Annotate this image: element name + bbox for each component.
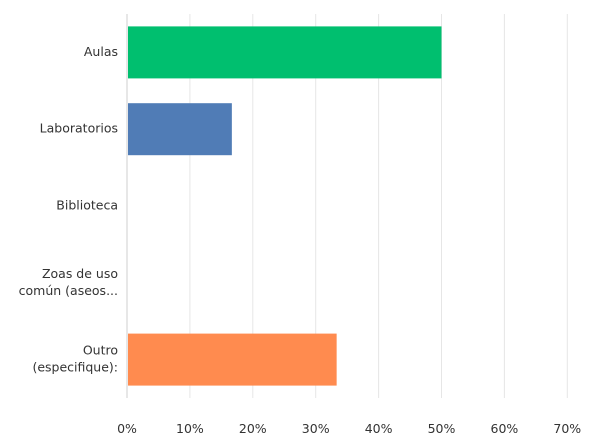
x-tick-label: 50% xyxy=(428,421,456,436)
x-tick-label: 0% xyxy=(117,421,137,436)
bar xyxy=(128,333,337,386)
category-label: (especifique): xyxy=(32,360,118,375)
category-label: Outro xyxy=(83,343,118,358)
x-tick-label: 10% xyxy=(176,421,204,436)
bar xyxy=(128,103,232,156)
x-tick-label: 70% xyxy=(553,421,581,436)
category-label: común (aseos... xyxy=(19,283,118,298)
x-tick-label: 20% xyxy=(239,421,267,436)
bars xyxy=(128,26,442,386)
x-tick-labels: 0% 10% 20% 30% 40% 50% 60% 70% xyxy=(117,421,581,436)
x-tick-label: 40% xyxy=(365,421,393,436)
x-tick-label: 60% xyxy=(491,421,519,436)
category-label: Zoas de uso xyxy=(42,266,118,281)
category-label: Laboratorios xyxy=(40,121,118,136)
category-label: Aulas xyxy=(84,44,118,59)
category-label: Biblioteca xyxy=(56,198,118,213)
bar xyxy=(128,26,442,79)
x-tick-label: 30% xyxy=(302,421,330,436)
category-labels: Aulas Laboratorios Biblioteca Zoas de uso co… xyxy=(19,44,118,375)
